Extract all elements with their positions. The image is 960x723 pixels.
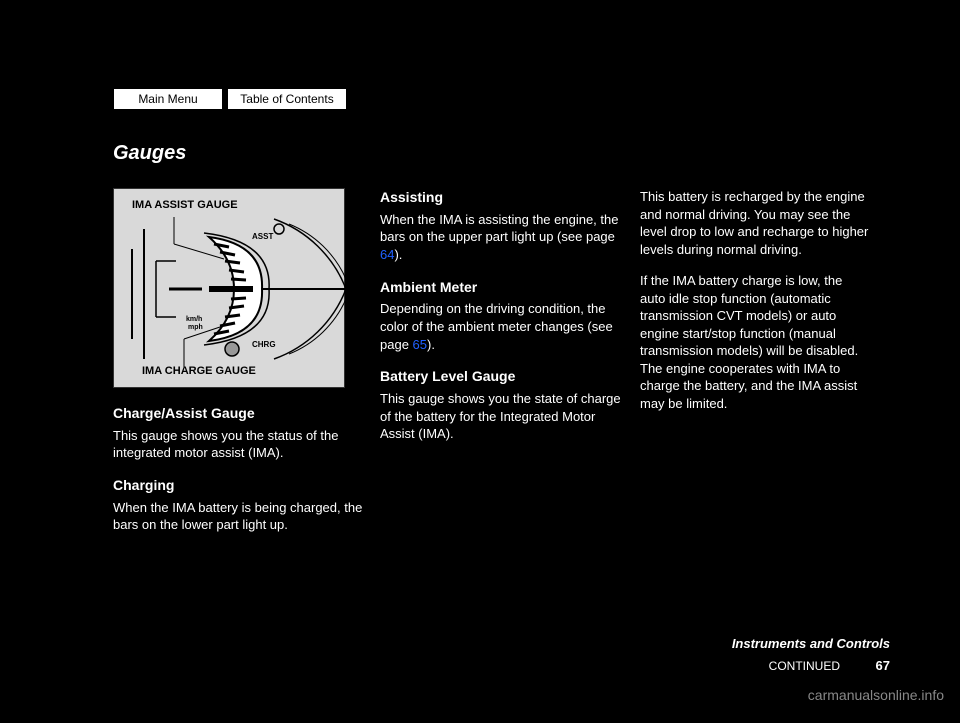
para-ambient-after: ). [427, 337, 435, 352]
heading-assisting: Assisting [380, 188, 630, 207]
continued-label: CONTINUED [769, 659, 840, 673]
para-recharge: This battery is recharged by the engine … [640, 188, 870, 258]
para-charge-assist: This gauge shows you the status of the i… [113, 427, 363, 462]
svg-text:mph: mph [188, 324, 203, 331]
heading-charging: Charging [113, 476, 363, 495]
page-link-64[interactable]: 64 [380, 247, 394, 262]
heading-charge-assist: Charge/Assist Gauge [113, 404, 363, 423]
para-ambient: Depending on the driving condition, the … [380, 300, 630, 353]
para-battery-level: This gauge shows you the state of charge… [380, 390, 630, 443]
column-3: This battery is recharged by the engine … [640, 188, 870, 427]
chrg-text: CHRG [252, 340, 276, 349]
main-menu-button[interactable]: Main Menu [113, 88, 223, 110]
gauge-svg: ASST CHRG km/h mph [114, 189, 346, 389]
gauge-diagram: IMA ASSIST GAUGE IMA CHARGE GAUGE [113, 188, 345, 388]
page-number: 67 [876, 658, 890, 673]
para-assisting: When the IMA is assisting the engine, th… [380, 211, 630, 264]
heading-battery-level: Battery Level Gauge [380, 367, 630, 386]
column-2: Assisting When the IMA is assisting the … [380, 188, 630, 457]
svg-text:km/h: km/h [186, 316, 202, 323]
column-1: Charge/Assist Gauge This gauge shows you… [113, 404, 363, 548]
toc-button[interactable]: Table of Contents [227, 88, 347, 110]
page-title: Gauges [113, 142, 186, 165]
para-assisting-text: When the IMA is assisting the engine, th… [380, 212, 618, 245]
watermark: carmanualsonline.info [808, 687, 944, 703]
heading-ambient: Ambient Meter [380, 278, 630, 297]
asst-text: ASST [252, 232, 273, 241]
nav-button-bar: Main Menu Table of Contents [113, 88, 347, 110]
para-assisting-after: ). [394, 247, 402, 262]
page-link-65[interactable]: 65 [413, 337, 427, 352]
section-label: Instruments and Controls [610, 636, 890, 653]
para-charging: When the IMA battery is being charged, t… [113, 499, 363, 534]
para-low-charge: If the IMA battery charge is low, the au… [640, 272, 870, 412]
